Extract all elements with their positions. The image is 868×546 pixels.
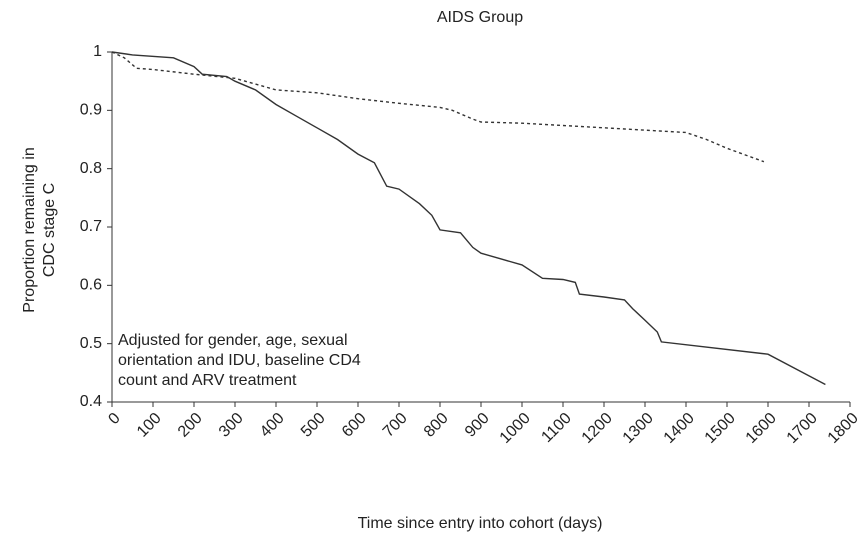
x-tick-label: 100 [134, 410, 165, 441]
x-tick-label: 1800 [825, 410, 862, 447]
y-axis-label-line: CDC stage C [41, 183, 58, 277]
series-line [111, 51, 765, 163]
annotation-line: count and ARV treatment [118, 372, 297, 389]
x-tick-label: 1700 [784, 410, 821, 447]
x-tick-label: 700 [380, 410, 411, 441]
x-tick-label: 1000 [497, 410, 534, 447]
chart-title: AIDS Group [437, 9, 523, 26]
annotation-line: Adjusted for gender, age, sexual [118, 332, 348, 349]
y-tick-label: 0.6 [80, 277, 102, 294]
x-tick-label: 600 [339, 410, 370, 441]
x-tick-label: 300 [216, 410, 247, 441]
x-tick-label: 1400 [661, 410, 698, 447]
x-tick-label: 1200 [579, 410, 616, 447]
x-tick-label: 500 [298, 410, 329, 441]
x-tick-label: 400 [257, 410, 288, 441]
y-tick-label: 0.4 [80, 393, 102, 410]
x-tick-label: 1300 [620, 410, 657, 447]
x-tick-label: 200 [175, 410, 206, 441]
x-tick-label: 1600 [743, 410, 780, 447]
x-axis-label: Time since entry into cohort (days) [358, 515, 603, 532]
y-axis-label: Proportion remaining in CDC stage C [21, 147, 58, 312]
y-tick-label: 0.7 [80, 218, 102, 235]
annotation-line: orientation and IDU, baseline CD4 [118, 352, 361, 369]
series-line [111, 51, 826, 386]
y-tick-label: 0.8 [80, 160, 102, 177]
x-tick-label: 0 [105, 410, 123, 428]
y-tick-label: 0.9 [80, 102, 102, 119]
x-tick-label: 1500 [702, 410, 739, 447]
y-tick-label: 1 [93, 43, 102, 60]
y-axis-label-line: Proportion remaining in [21, 147, 38, 312]
x-tick-label: 900 [462, 410, 493, 441]
x-tick-label: 1100 [538, 410, 574, 446]
y-tick-label: 0.5 [80, 335, 102, 352]
x-tick-label: 800 [421, 410, 452, 441]
